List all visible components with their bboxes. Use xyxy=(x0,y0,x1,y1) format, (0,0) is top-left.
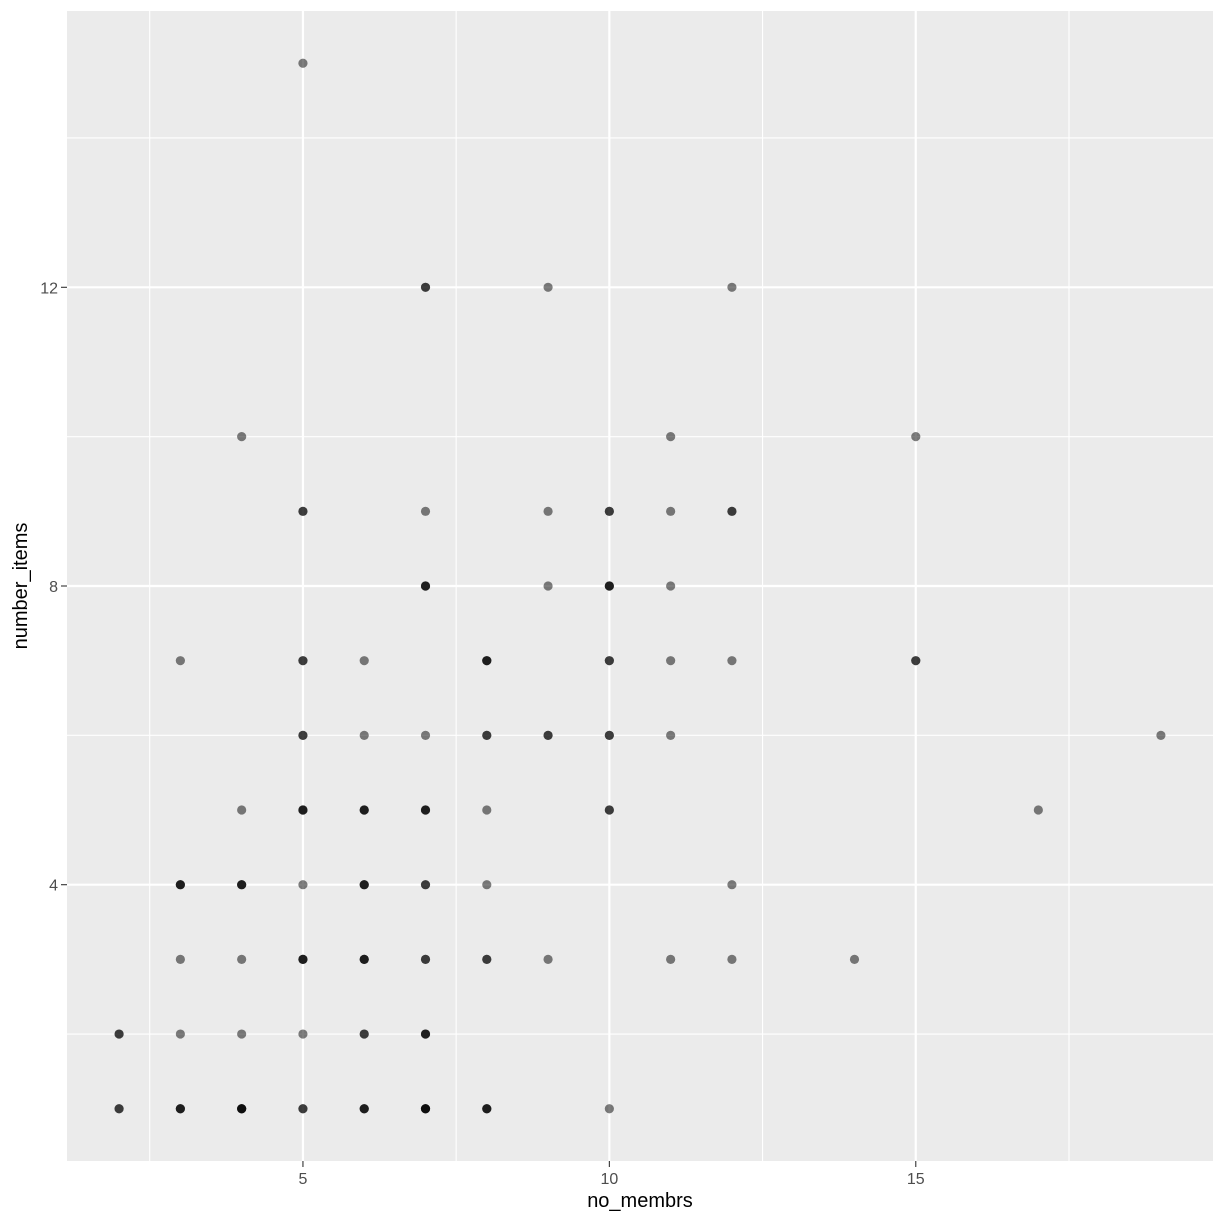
data-point xyxy=(237,880,247,890)
data-point xyxy=(849,954,860,964)
data-point xyxy=(727,506,737,516)
y-tick-label: 8 xyxy=(49,579,58,596)
data-point xyxy=(604,805,614,815)
data-point xyxy=(420,1104,431,1114)
data-point xyxy=(420,880,431,890)
data-point xyxy=(298,1104,308,1114)
data-point xyxy=(114,1029,124,1039)
data-point xyxy=(666,656,676,666)
data-point xyxy=(482,880,492,890)
data-point xyxy=(482,1104,492,1114)
data-point xyxy=(359,730,369,740)
data-points xyxy=(114,58,1166,1114)
data-point xyxy=(666,432,676,442)
data-point xyxy=(543,730,553,740)
data-point xyxy=(359,954,369,964)
data-point xyxy=(298,730,308,740)
x-axis: 5 10 15 xyxy=(298,1161,925,1188)
data-point xyxy=(666,730,676,740)
data-point xyxy=(175,656,185,666)
x-tick-label: 15 xyxy=(907,1171,925,1188)
data-point xyxy=(420,805,431,815)
data-point xyxy=(911,656,921,666)
data-point xyxy=(1033,805,1043,815)
data-point xyxy=(298,58,308,68)
data-point xyxy=(482,954,492,964)
data-point xyxy=(420,581,431,591)
data-point xyxy=(237,805,247,815)
data-point xyxy=(727,880,737,890)
data-point xyxy=(298,805,308,815)
data-point xyxy=(666,581,676,591)
data-point xyxy=(604,506,614,516)
data-point xyxy=(298,954,308,964)
x-axis-title: no_membrs xyxy=(587,1190,693,1212)
data-point xyxy=(359,1104,369,1114)
data-point xyxy=(298,1029,308,1039)
data-point xyxy=(604,656,614,666)
data-point xyxy=(420,506,431,516)
x-tick-label: 10 xyxy=(600,1171,618,1188)
data-point xyxy=(359,880,369,890)
data-point xyxy=(604,1104,614,1114)
data-point xyxy=(420,954,431,964)
data-point xyxy=(237,954,247,964)
data-point xyxy=(666,954,676,964)
data-point xyxy=(237,432,247,442)
data-point xyxy=(604,581,614,591)
data-point xyxy=(604,730,614,740)
data-point xyxy=(666,506,676,516)
data-point xyxy=(175,1029,185,1039)
data-point xyxy=(482,805,492,815)
data-point xyxy=(359,656,369,666)
data-point xyxy=(298,506,308,516)
data-point xyxy=(298,656,308,666)
data-point xyxy=(420,282,431,292)
y-tick-label: 12 xyxy=(40,280,58,297)
y-axis-title: number_items xyxy=(10,523,32,650)
data-point xyxy=(482,656,492,666)
data-point xyxy=(543,506,553,516)
data-point xyxy=(237,1104,247,1114)
y-tick-label: 4 xyxy=(49,878,58,895)
data-point xyxy=(237,1029,247,1039)
data-point xyxy=(543,282,553,292)
y-axis: 4 8 12 xyxy=(40,280,67,895)
data-point xyxy=(543,954,553,964)
data-point xyxy=(175,880,185,890)
data-point xyxy=(727,656,737,666)
data-point xyxy=(482,730,492,740)
data-point xyxy=(359,1029,369,1039)
data-point xyxy=(911,432,921,442)
data-point xyxy=(175,1104,185,1114)
data-point xyxy=(1156,730,1166,740)
data-point xyxy=(298,880,308,890)
data-point xyxy=(359,805,369,815)
data-point xyxy=(114,1104,124,1114)
data-point xyxy=(727,954,737,964)
data-point xyxy=(727,282,737,292)
data-point xyxy=(420,1029,431,1039)
data-point xyxy=(543,581,553,591)
data-point xyxy=(175,954,185,964)
data-point xyxy=(420,730,431,740)
x-tick-label: 5 xyxy=(298,1171,307,1188)
